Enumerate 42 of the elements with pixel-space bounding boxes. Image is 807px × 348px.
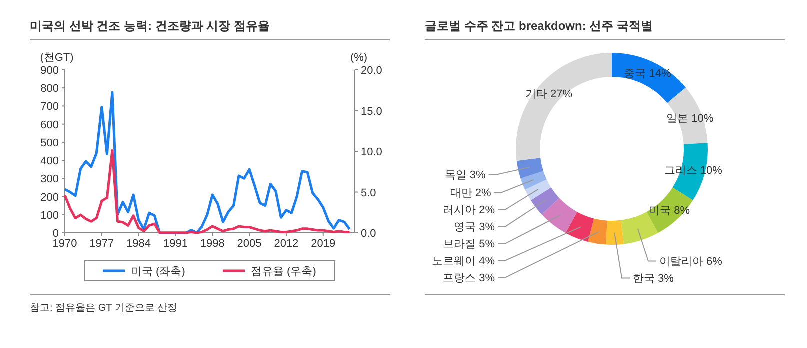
x-tick-label: 2012 bbox=[274, 238, 299, 250]
slice-label: 영국 3% bbox=[454, 221, 496, 234]
y2-tick-label: 5.0 bbox=[361, 187, 376, 200]
y-tick-label: 800 bbox=[40, 83, 59, 96]
y-axis-title: (천GT) bbox=[40, 52, 74, 64]
slice-label: 노르웨이 4% bbox=[432, 255, 496, 268]
y-tick-label: 100 bbox=[40, 210, 59, 222]
x-tick-label: 1977 bbox=[90, 238, 114, 250]
y-tick-label: 600 bbox=[40, 119, 59, 132]
slice-label: 러시아 2% bbox=[443, 204, 496, 216]
y-tick-label: 900 bbox=[40, 65, 59, 77]
legend-label: 점유율 (우축) bbox=[251, 266, 316, 278]
y2-axis-title: (%) bbox=[350, 52, 368, 64]
x-tick-label: 1998 bbox=[200, 238, 225, 250]
y-tick-label: 200 bbox=[40, 192, 59, 204]
legend-label: 미국 (좌축) bbox=[131, 266, 186, 278]
chart-title: 글로벌 수주 잔고 breakdown: 선주 국적별 bbox=[425, 19, 654, 33]
slice-label: 일본 10% bbox=[666, 113, 714, 126]
slice-label: 대만 2% bbox=[450, 187, 492, 200]
y2-tick-label: 10.0 bbox=[361, 146, 382, 158]
slice-label: 독일 3% bbox=[444, 170, 486, 182]
chart-title: 미국의 선박 건조 능력: 건조량과 시장 점유율 bbox=[30, 19, 270, 33]
slice-label: 브라질 5% bbox=[443, 238, 496, 250]
slice-label: 한국 3% bbox=[633, 273, 674, 286]
x-tick-label: 1984 bbox=[126, 238, 152, 250]
y-tick-label: 500 bbox=[40, 137, 59, 150]
text: 참고: 점유율은 GT 기준으로 산정 bbox=[30, 303, 178, 314]
y2-tick-label: 0.0 bbox=[361, 228, 376, 240]
x-tick-label: 2005 bbox=[237, 238, 262, 250]
y2-tick-label: 20.0 bbox=[361, 65, 382, 77]
slice-label: 이탈리아 6% bbox=[659, 256, 723, 268]
y2-tick-label: 15.0 bbox=[361, 106, 382, 118]
y-tick-label: 300 bbox=[40, 174, 59, 186]
x-tick-label: 2019 bbox=[311, 238, 336, 250]
y-tick-label: 400 bbox=[40, 156, 59, 168]
x-tick-label: 1991 bbox=[163, 238, 188, 250]
slice-label: 프랑스 3% bbox=[443, 272, 496, 284]
y-tick-label: 700 bbox=[40, 101, 59, 114]
y-tick-label: 0 bbox=[52, 228, 59, 240]
x-tick-label: 1970 bbox=[52, 238, 78, 250]
slice-label: 중국 14% bbox=[624, 68, 672, 80]
slice-label: 기타 27% bbox=[525, 88, 573, 100]
